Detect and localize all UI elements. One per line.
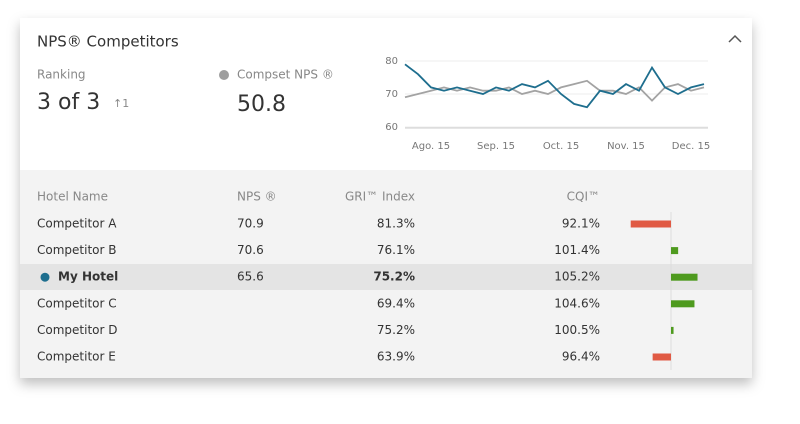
- nps-value: 70.9: [237, 217, 264, 231]
- line-series: [404, 79, 705, 102]
- cqi-bar: [671, 300, 695, 308]
- compset-label: Compset NPS ®: [237, 68, 334, 82]
- cqi-value: 105.2%: [554, 270, 600, 284]
- cqi-value: 104.6%: [554, 296, 600, 310]
- x-tick-label: Dec. 15: [672, 141, 710, 152]
- hotel-name: Competitor A: [37, 217, 117, 231]
- ranking-value: 3 of 3: [37, 90, 100, 115]
- cqi-bar: [630, 220, 671, 228]
- x-tick-label: Oct. 15: [543, 141, 579, 152]
- collapse-button[interactable]: [728, 34, 742, 43]
- highlight-dot: [40, 272, 50, 282]
- y-tick-label: 80: [385, 56, 398, 67]
- line-series: [404, 63, 705, 109]
- highlight-row-bg: [20, 264, 752, 290]
- ranking-label: Ranking: [37, 68, 86, 82]
- column-header: NPS ®: [237, 190, 277, 204]
- column-header: GRI™ Index: [345, 190, 415, 204]
- gri-value: 63.9%: [377, 350, 415, 364]
- gri-value: 75.2%: [377, 323, 415, 337]
- cqi-bar: [671, 273, 698, 281]
- x-tick-label: Nov. 15: [607, 141, 645, 152]
- cqi-bar: [671, 326, 674, 334]
- gri-value: 81.3%: [377, 217, 415, 231]
- cqi-bar: [652, 353, 671, 361]
- cqi-value: 92.1%: [562, 217, 600, 231]
- y-tick-label: 60: [385, 122, 398, 133]
- cqi-value: 101.4%: [554, 243, 600, 257]
- hotel-name: Competitor D: [37, 323, 117, 337]
- compset-dot: [219, 70, 229, 80]
- nps-value: 65.6: [237, 270, 264, 284]
- cqi-bar: [671, 247, 679, 255]
- column-header: CQI™: [567, 190, 600, 204]
- y-tick-label: 70: [385, 89, 398, 100]
- hotel-name: Competitor C: [37, 296, 117, 310]
- gri-value: 75.2%: [373, 270, 415, 284]
- compset-value: 50.8: [237, 92, 286, 117]
- nps-value: 70.6: [237, 243, 264, 257]
- x-tick-label: Sep. 15: [477, 141, 515, 152]
- gri-value: 69.4%: [377, 296, 415, 310]
- hotel-name: Competitor E: [37, 350, 116, 364]
- hotel-name: Competitor B: [37, 243, 116, 257]
- cqi-value: 96.4%: [562, 350, 600, 364]
- card-title: NPS® Competitors: [37, 33, 179, 51]
- ranking-change: ↑1: [113, 97, 129, 110]
- x-tick-label: Ago. 15: [412, 141, 450, 152]
- gri-value: 76.1%: [377, 243, 415, 257]
- column-header: Hotel Name: [37, 190, 108, 204]
- cqi-value: 100.5%: [554, 323, 600, 337]
- hotel-name: My Hotel: [58, 270, 118, 284]
